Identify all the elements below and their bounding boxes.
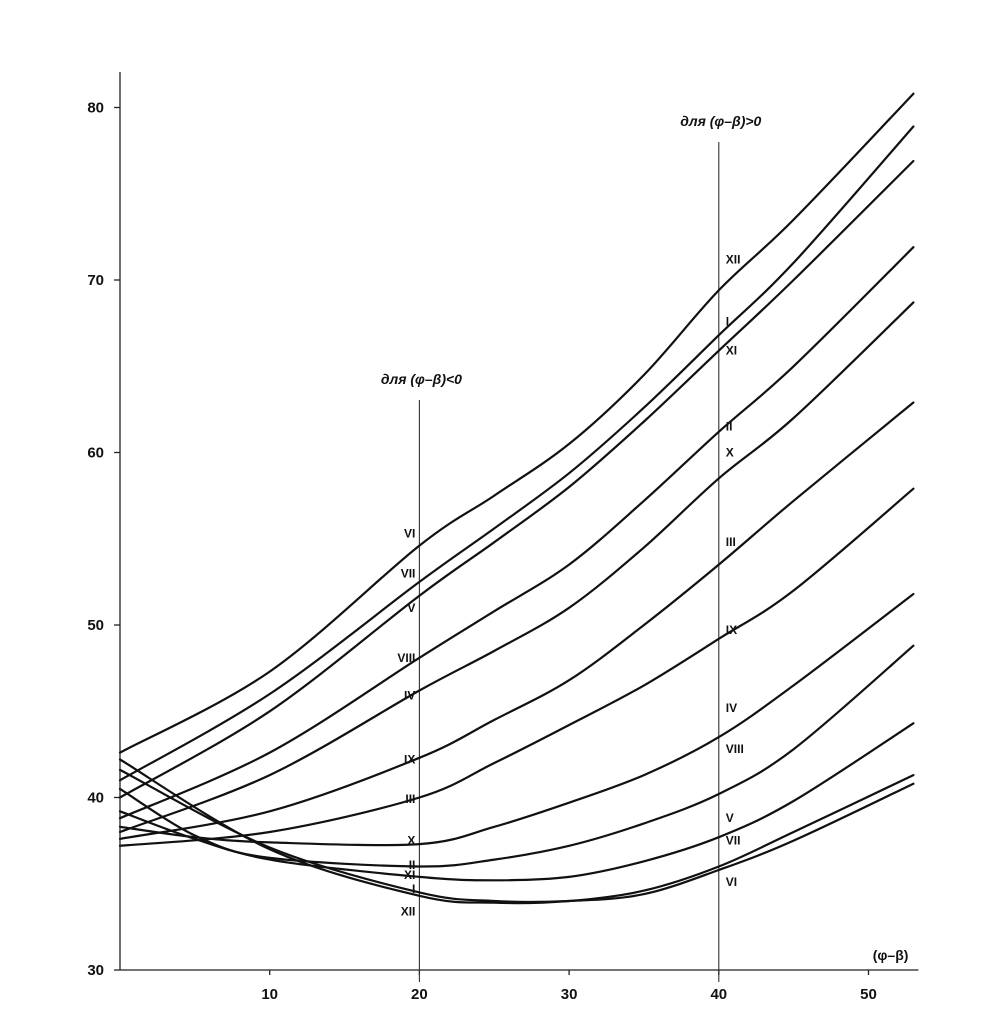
y-tick-label: 40 [87,790,104,807]
curve-iv [118,301,915,834]
x-axis-title: (φ–β) [873,947,909,963]
curve-ix [118,401,915,840]
axes [119,72,919,971]
curve-vi [118,92,915,754]
x-tick-label: 20 [411,986,428,1003]
y-tick-label: 50 [87,617,104,634]
curve-label: V [407,601,415,615]
curve-label: VI [404,527,415,541]
curve-label: VIII [397,651,415,665]
curve-label: XII [401,904,416,918]
x-tick-label: 10 [261,986,278,1003]
curve-viii [118,246,915,820]
curve-vii [118,125,915,782]
x-tick-labels: 10 20 30 40 50 [261,970,877,1003]
x-tick-label: 40 [710,986,727,1003]
y-tick-label: 70 [87,272,104,289]
curve-labels: VIVIIVVIIIIVIXIIIXIIXIIXIIXIIIXIIIXIIIIX… [397,252,743,918]
curve-label: VII [726,834,741,848]
curve-i [118,768,915,904]
reference-line-label: для (φ–β)>0 [680,113,761,129]
curve-label: IX [404,753,415,767]
y-tick-labels: 30 40 50 60 70 80 [87,100,120,979]
y-tick-label: 80 [87,100,104,117]
curve-label: VII [401,566,416,580]
reference-line-label: для (φ–β)<0 [381,371,462,387]
curve-ii [118,644,915,868]
y-tick-label: 60 [87,445,104,462]
curve-label: III [405,792,415,806]
curve-label: IX [726,623,737,637]
curves [118,92,915,905]
reference-lines: для (φ–β)<0 для (φ–β)>0 [381,113,762,982]
curve-label: II [726,420,733,434]
curve-label: V [726,811,734,825]
curve-label: IV [726,701,737,715]
curve-xii [118,758,915,905]
y-tick-label: 30 [87,962,104,979]
curve-label: II [409,858,416,872]
curve-label: I [412,882,415,896]
curve-label: I [726,314,729,328]
curve-label: VIII [726,742,744,756]
x-tick-label: 50 [860,986,877,1003]
curve-label: XI [726,344,737,358]
curve-iii [118,487,915,847]
curve-x [118,592,915,847]
curve-label: III [726,535,736,549]
curve-label: IV [404,689,415,703]
curve-label: XII [726,252,741,266]
curve-label: X [726,446,734,460]
curve-v [118,159,915,799]
curve-label: VI [726,875,737,889]
curve-label: XI [404,868,415,882]
curve-label: X [407,834,415,848]
x-tick-label: 30 [561,986,578,1003]
